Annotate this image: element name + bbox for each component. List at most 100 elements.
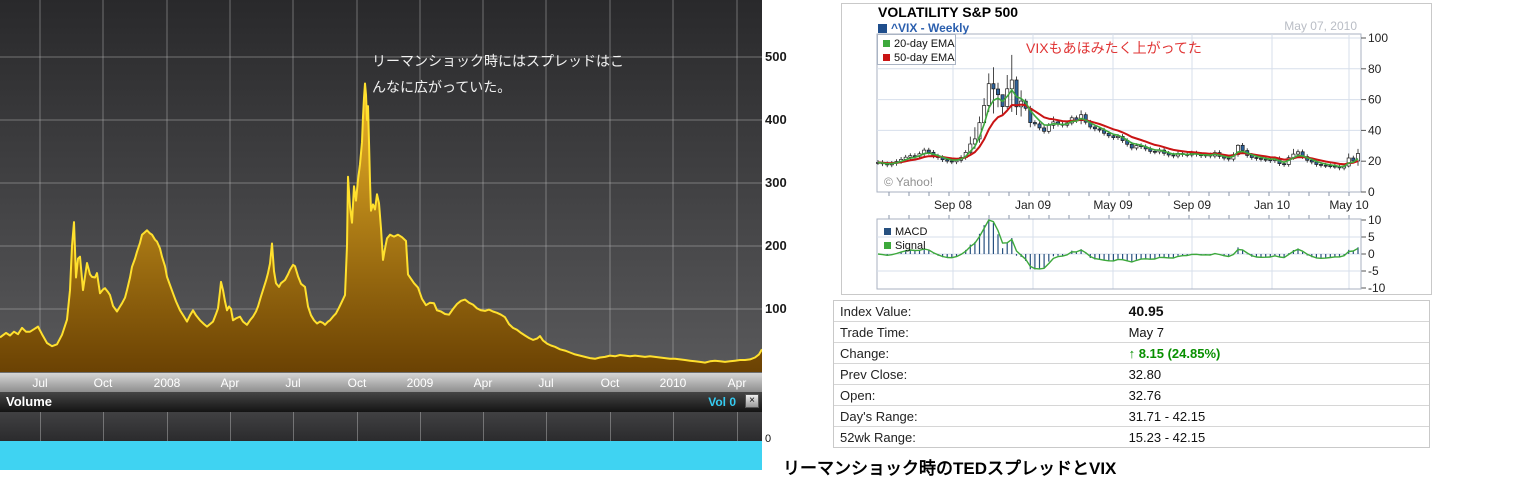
x-axis-label: Jul xyxy=(32,376,48,390)
change-value: ↑ 8.15 (24.85%) xyxy=(1129,346,1429,361)
volume-gridline xyxy=(420,412,421,441)
close-icon: × xyxy=(749,395,755,406)
chart-date: May 07, 2010 xyxy=(1284,19,1357,33)
up-arrow-icon: ↑ xyxy=(1128,345,1136,361)
macd-legend-row: MACD xyxy=(884,225,927,239)
row-label: Index Value: xyxy=(840,303,912,319)
quote-table: Index Value: 40.95 Trade Time: May 7 Chang… xyxy=(833,300,1430,448)
ted-line xyxy=(0,82,762,364)
svg-text:Sep 09: Sep 09 xyxy=(1173,198,1211,212)
macd-swatch-icon xyxy=(884,228,891,235)
x-axis-label: 2010 xyxy=(659,376,687,390)
x-axis-label: Jul xyxy=(285,376,301,390)
svg-text:100: 100 xyxy=(1368,31,1388,45)
volume-gridline xyxy=(167,412,168,441)
volume-gridline xyxy=(673,412,674,441)
svg-text:May 09: May 09 xyxy=(1093,198,1133,212)
svg-text:80: 80 xyxy=(1368,62,1382,76)
row-label: 52wk Range: xyxy=(840,429,916,445)
y-axis-label: 100 xyxy=(765,301,787,316)
svg-text:Jan 09: Jan 09 xyxy=(1015,198,1051,212)
ted-annotation-line1: リーマンショック時にはスプレッドはこ xyxy=(372,53,624,69)
svg-text:Jan 10: Jan 10 xyxy=(1254,198,1290,212)
table-row: Prev Close: 32.80 xyxy=(834,364,1429,385)
volume-panel: Volume Vol 0 × xyxy=(0,392,762,470)
volume-close-button[interactable]: × xyxy=(745,394,759,408)
signal-legend-row: Signal xyxy=(884,239,927,253)
svg-text:10: 10 xyxy=(1368,213,1382,227)
macd-label: MACD xyxy=(895,226,928,238)
vix-chart-card: 100 80 60 40 20 0 Sep 08 Jan 09 May 09 Sep 09 Jan … xyxy=(841,3,1432,295)
volume-gridline xyxy=(103,412,104,441)
ted-chart-svg xyxy=(0,0,762,372)
series-label-text: ^VIX - Weekly xyxy=(891,21,970,35)
volume-gridline xyxy=(610,412,611,441)
change-text: 8.15 (24.85%) xyxy=(1138,345,1221,361)
volume-gridline xyxy=(483,412,484,441)
y-axis-label: 500 xyxy=(765,49,787,64)
row-label: Trade Time: xyxy=(840,324,909,340)
volume-zero-label: 0 xyxy=(765,433,772,445)
ema20-swatch-icon xyxy=(883,40,890,47)
x-axis-label: Oct xyxy=(93,376,113,390)
ted-x-axis: Jul Oct 2008 Apr Jul Oct 2009 Apr Jul Oct 2010 Apr xyxy=(0,372,762,392)
trade-time-value: May 7 xyxy=(1128,324,1164,340)
macd-legend: MACD Signal xyxy=(884,225,927,253)
row-label: Open: xyxy=(840,387,876,403)
x-axis-label: Apr xyxy=(727,376,747,390)
table-row: Trade Time: May 7 xyxy=(834,322,1429,343)
row-label: Day's Range: xyxy=(840,408,918,424)
volume-gridline xyxy=(737,412,738,441)
ema20-line xyxy=(877,89,1359,168)
x-axis-label: Oct xyxy=(347,376,367,390)
table-row: 52wk Range: 15.23 - 42.15 xyxy=(834,427,1429,447)
volume-bar xyxy=(0,441,762,470)
svg-text:5: 5 xyxy=(1368,230,1375,244)
prev-close-value: 32.80 xyxy=(1128,366,1162,382)
signal-swatch-icon xyxy=(884,242,891,249)
svg-text:0: 0 xyxy=(1368,185,1375,199)
table-row: Index Value: 40.95 xyxy=(834,301,1429,322)
volume-title: Volume xyxy=(6,394,52,409)
signal-label: Signal xyxy=(895,240,926,252)
index-value: 40.95 xyxy=(1128,303,1164,319)
svg-text:Sep 08: Sep 08 xyxy=(934,198,972,212)
yahoo-credit: © Yahoo! xyxy=(884,175,934,189)
svg-text:-10: -10 xyxy=(1368,281,1386,294)
series-swatch-icon xyxy=(878,24,887,33)
volume-current-value: Vol 0 xyxy=(708,395,736,409)
svg-text:-5: -5 xyxy=(1368,264,1379,278)
x-axis-label: Apr xyxy=(473,376,493,390)
table-row: Change: ↑ 8.15 (24.85%) xyxy=(834,343,1429,364)
ted-y-axis: 500 400 300 200 100 xyxy=(762,0,800,372)
52wk-range-value: 15.23 - 42.15 xyxy=(1128,429,1206,445)
vix-annotation: VIXもあほみたく上がってた xyxy=(1026,40,1202,56)
ema50-label: 50-day EMA xyxy=(894,52,955,64)
volume-gridline xyxy=(357,412,358,441)
vix-title: VOLATILITY S&P 500 xyxy=(878,4,1019,20)
ema50-swatch-icon xyxy=(883,54,890,61)
volume-gridline xyxy=(40,412,41,441)
row-label: Prev Close: xyxy=(840,366,908,382)
volume-gridline xyxy=(230,412,231,441)
ema50-legend-row: 50-day EMA xyxy=(883,51,955,65)
ted-annotation-line2: んなに広がっていた。 xyxy=(372,79,512,95)
x-axis-label: 2009 xyxy=(406,376,434,390)
ema50-line xyxy=(877,103,1359,166)
y-axis-label: 400 xyxy=(765,112,787,127)
days-range-value: 31.71 - 42.15 xyxy=(1128,408,1206,424)
row-label: Change: xyxy=(840,345,890,361)
svg-text:60: 60 xyxy=(1368,93,1382,107)
y-axis-label: 200 xyxy=(765,238,787,253)
macd-signal-line xyxy=(877,219,1359,270)
vix-series-label: ^VIX - Weekly xyxy=(878,21,969,35)
volume-plot xyxy=(0,412,762,441)
ted-annotation: リーマンショック時にはスプレッドはこ んなに広がっていた。 xyxy=(372,48,624,100)
ted-area xyxy=(0,83,762,372)
x-axis-label: Jul xyxy=(538,376,554,390)
svg-text:40: 40 xyxy=(1368,123,1382,137)
table-row: Day's Range: 31.71 - 42.15 xyxy=(834,406,1429,427)
